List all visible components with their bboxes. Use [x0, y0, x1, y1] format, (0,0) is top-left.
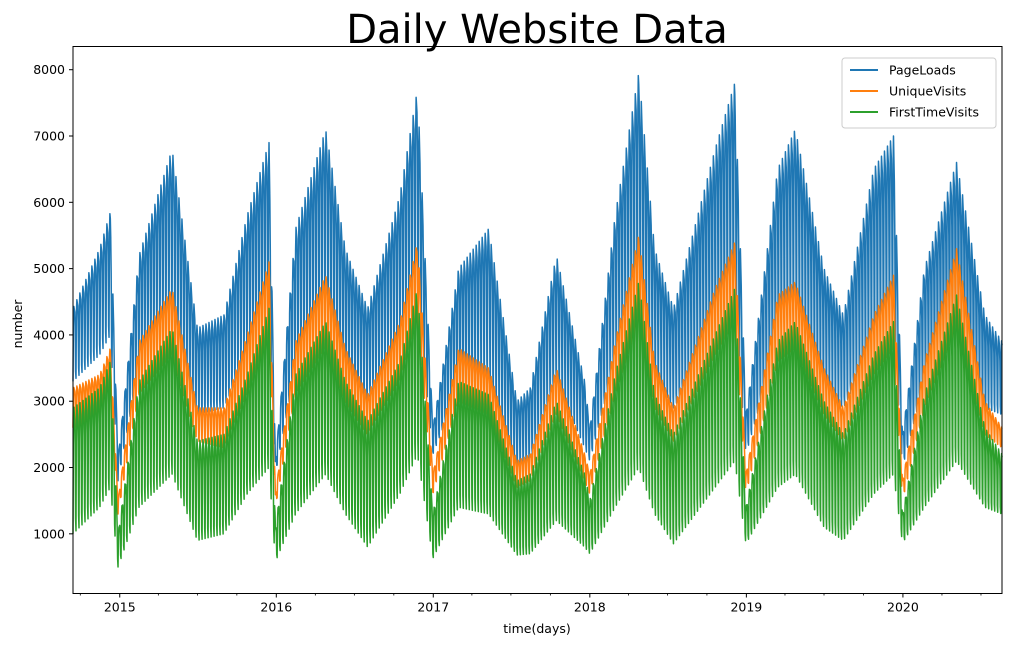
y-tick-label: 2000 [33, 460, 65, 475]
y-tick-label: 6000 [33, 195, 65, 210]
chart-title: Daily Website Data [346, 7, 728, 53]
y-tick-label: 7000 [33, 129, 65, 144]
x-tick-label: 2019 [730, 600, 762, 615]
y-tick-label: 4000 [33, 327, 65, 342]
series-line-firsttimevisits [72, 282, 1003, 568]
x-tick-label: 2018 [574, 600, 606, 615]
legend-label-pageloads: PageLoads [889, 63, 956, 78]
plot-frame [72, 46, 1003, 594]
x-tick-label: 2017 [417, 600, 449, 615]
y-tick-label: 8000 [33, 62, 65, 77]
y-axis-label: number [10, 299, 25, 349]
x-tick-label: 2015 [104, 600, 136, 615]
y-tick-label: 3000 [33, 394, 65, 409]
legend-label-uniquevisits: UniqueVisits [889, 84, 966, 99]
y-tick-label: 5000 [33, 261, 65, 276]
y-tick-label: 1000 [33, 526, 65, 541]
series-line-pageloads [72, 74, 1003, 482]
legend-box [841, 57, 997, 129]
x-axis-label: time(days) [503, 621, 571, 636]
x-tick-label: 2016 [260, 600, 292, 615]
legend-label-firsttimevisits: FirstTimeVisits [889, 105, 979, 120]
x-tick-label: 2020 [887, 600, 919, 615]
legend: PageLoads UniqueVisits FirstTimeVisits [841, 57, 997, 129]
axes-layer: 1000 2000 3000 4000 5000 6000 7000 8000 2015 2016… [33, 62, 982, 615]
series-line-uniquevisits [72, 236, 1003, 515]
series-layer [72, 74, 1003, 568]
